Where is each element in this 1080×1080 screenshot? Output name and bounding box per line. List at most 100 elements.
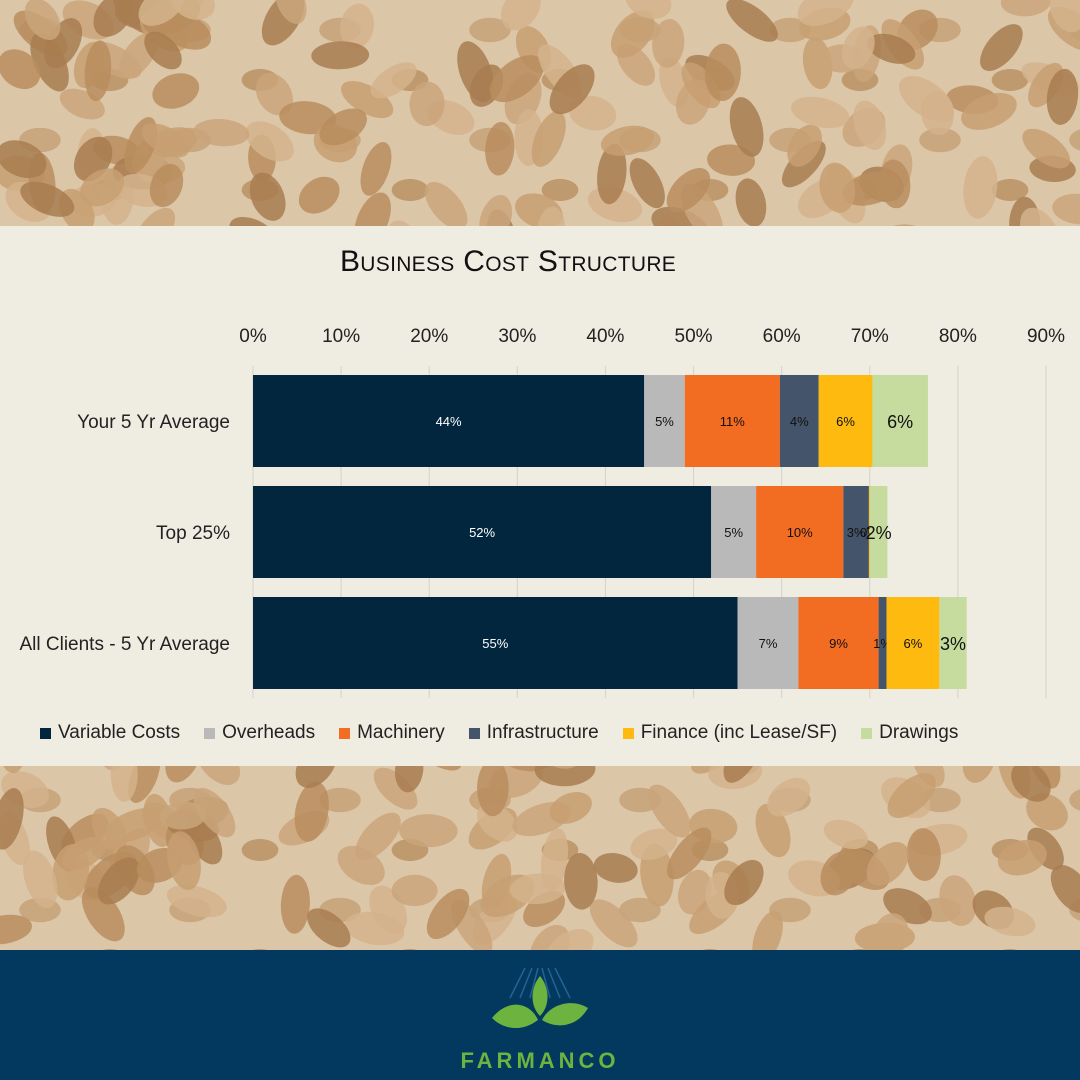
category-label: Your 5 Yr Average <box>77 412 230 433</box>
wheat-grain <box>726 0 778 42</box>
farmanco-logo-icon <box>492 968 588 1029</box>
x-tick-label: 70% <box>851 326 889 347</box>
bar-segment <box>886 597 940 689</box>
wheat-grain <box>81 887 125 942</box>
data-label: 44% <box>436 414 462 429</box>
wheat-grain <box>24 0 61 40</box>
x-tick-label: 10% <box>322 326 360 347</box>
wheat-grain <box>0 914 32 945</box>
legend-item: Overheads <box>204 722 315 744</box>
wheat-grain <box>307 908 351 948</box>
wheat-grain <box>97 857 140 905</box>
bar-segment <box>756 486 844 578</box>
wheat-grain <box>593 853 638 883</box>
legend-label: Infrastructure <box>486 722 599 743</box>
bar-segment <box>253 486 712 578</box>
data-label: 5% <box>724 525 743 540</box>
wheat-grain <box>159 801 207 830</box>
wheat-grain <box>939 875 977 926</box>
wheat-grain <box>872 913 909 950</box>
data-label: 3% <box>847 525 866 540</box>
wheat-grain <box>797 0 854 26</box>
wheat-grain <box>564 852 598 910</box>
wheat-grain <box>171 0 216 20</box>
wheat-grain <box>193 118 250 147</box>
wheat-grain <box>963 156 998 219</box>
wheat-grain <box>853 100 887 150</box>
bar-segment <box>868 486 870 578</box>
wheat-grain <box>1049 0 1080 33</box>
wheat-grain <box>193 787 236 838</box>
legend-label: Drawings <box>879 722 959 743</box>
x-tick-label: 40% <box>586 326 624 347</box>
wheat-grain <box>961 92 1017 130</box>
wheat-grain <box>735 178 767 227</box>
category-label: Top 25% <box>156 523 230 544</box>
wheat-grain <box>1000 0 1052 17</box>
x-tick-label: 20% <box>410 326 448 347</box>
wheat-grain <box>980 24 1023 71</box>
bar-segment <box>869 486 888 578</box>
legend-swatch <box>622 727 634 739</box>
wheat-grain <box>138 0 186 26</box>
wheat-grain <box>791 96 850 129</box>
wheat-grain <box>823 819 868 850</box>
wheat-grain <box>1026 793 1068 831</box>
wheat-grain <box>149 163 184 208</box>
data-label: 9% <box>829 636 848 651</box>
wheat-grain <box>279 101 337 135</box>
bar-segment <box>843 486 869 578</box>
wheat-grain <box>997 839 1047 876</box>
wheat-grain <box>399 814 458 848</box>
wheat-grain <box>62 837 107 870</box>
legend-label: Variable Costs <box>58 722 181 743</box>
wheat-grain <box>489 55 544 103</box>
wheat-grain <box>681 62 721 109</box>
data-label: 4% <box>790 414 809 429</box>
data-label: 6% <box>904 636 923 651</box>
wheat-grain <box>648 784 691 838</box>
bar-segment <box>737 597 799 689</box>
wheat-grain <box>755 803 791 858</box>
legend-label: Finance (inc Lease/SF) <box>640 722 838 743</box>
chart-legend: Variable Costs Overheads Machinery Infrastr… <box>40 722 982 744</box>
wheat-grain <box>531 111 566 167</box>
legend-swatch <box>861 727 873 739</box>
wheat-grain <box>409 81 445 127</box>
wheat-grain <box>0 49 41 90</box>
wheat-grain <box>477 759 509 817</box>
wheat-grain <box>424 181 468 230</box>
legend-item: Finance (inc Lease/SF) <box>622 722 838 744</box>
wheat-grain <box>500 0 541 31</box>
wheat-grain <box>0 788 24 850</box>
wheat-grain <box>625 0 672 19</box>
wheat-grain <box>319 108 367 146</box>
data-label: 6% <box>836 414 855 429</box>
wheat-grain <box>752 910 783 950</box>
data-label: 5% <box>655 414 674 429</box>
wheat-grain <box>549 792 592 824</box>
legend-item: Variable Costs <box>40 722 180 744</box>
wheat-grain <box>457 41 494 103</box>
wheat-grain <box>20 181 75 217</box>
wheat-grain <box>866 842 909 886</box>
x-tick-label: 30% <box>498 326 536 347</box>
bar-segment <box>644 375 685 467</box>
x-tick-label: 0% <box>239 326 267 347</box>
legend-label: Machinery <box>357 722 445 743</box>
wheat-grain <box>311 41 370 70</box>
wheat-grain <box>373 767 418 810</box>
wheat-grain <box>984 906 1036 937</box>
chart-title: Business Cost Structure <box>340 245 677 278</box>
wheat-grain <box>360 142 392 196</box>
bar-segment <box>939 597 967 689</box>
wheat-grain <box>600 125 654 156</box>
wheat-grain <box>144 31 182 70</box>
wheat-grain <box>1052 193 1080 225</box>
wheat-grain <box>0 140 47 179</box>
wheat-grain <box>340 3 374 49</box>
wheat-grain <box>787 124 822 167</box>
wheat-grain <box>294 781 329 842</box>
wheat-grain <box>23 850 58 909</box>
wheat-grain <box>724 859 764 906</box>
